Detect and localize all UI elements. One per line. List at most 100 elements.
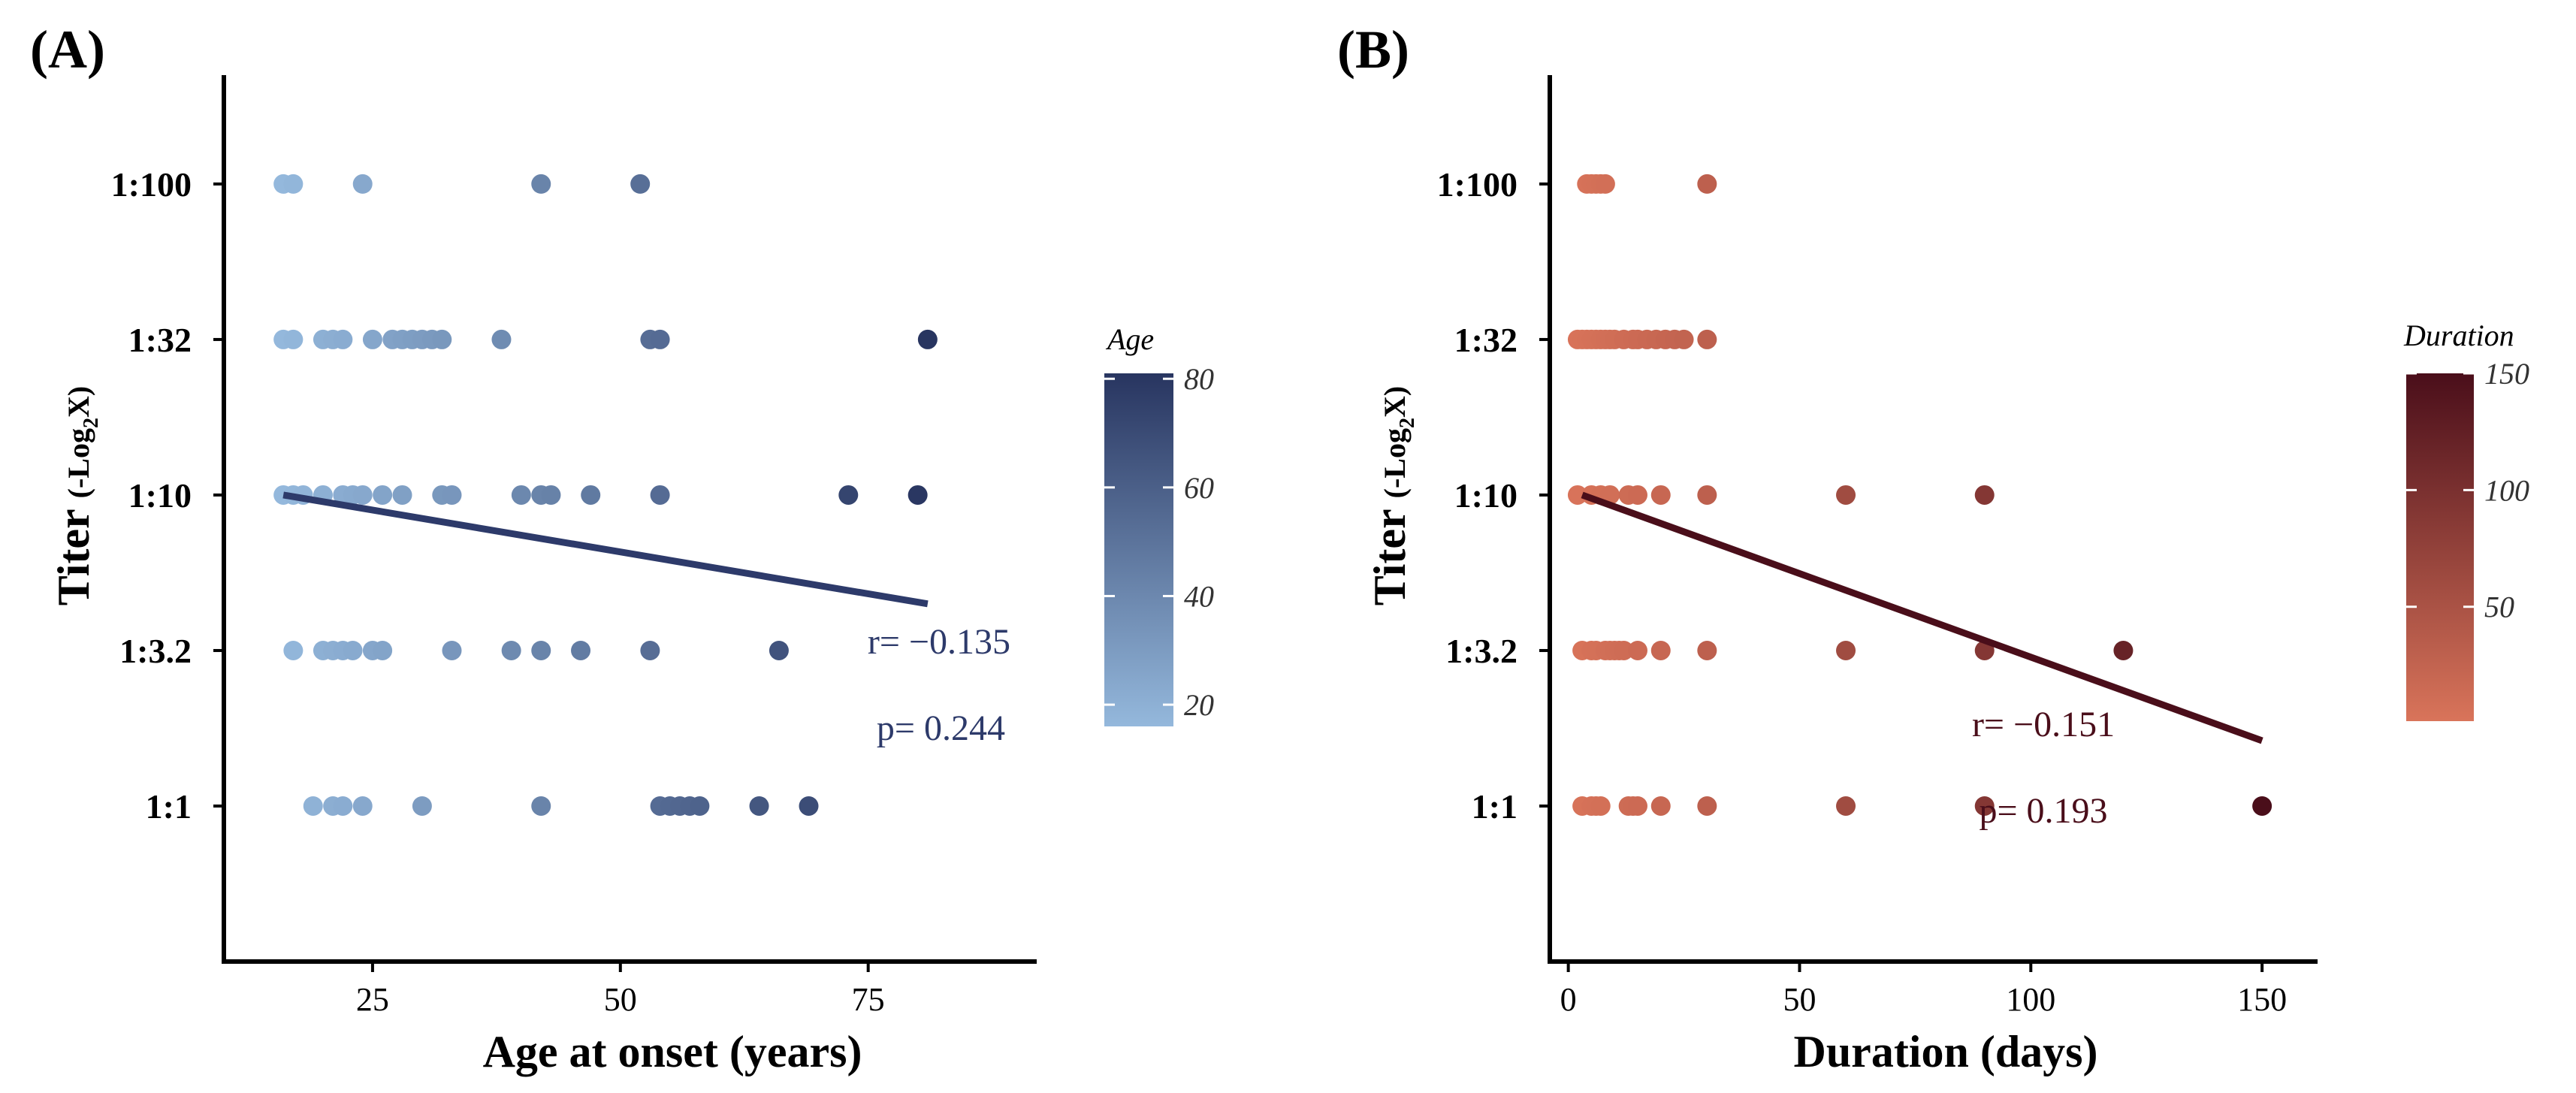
panel-a-point (283, 174, 304, 194)
panel-a-point (541, 485, 561, 505)
panel-b-point (1650, 485, 1671, 505)
panel-a-y-title-end: X) (62, 386, 95, 418)
panel-a-y-title-main: Titer (49, 509, 98, 605)
panel-b-x-tick-label: 50 (1783, 981, 1816, 1018)
panel-a-x-axis-title: Age at onset (years) (483, 1027, 862, 1076)
panel-a-y-tick-label: 1:32 (128, 321, 192, 359)
panel-a-point (352, 174, 373, 194)
panel-a-point (352, 485, 373, 505)
panel-a-point (362, 329, 382, 349)
panel-a-point (442, 485, 462, 505)
panel-a-point (343, 640, 363, 660)
panel-a-point (640, 640, 660, 660)
panel-a-point (412, 796, 432, 816)
panel-a-points (273, 174, 938, 816)
panel-a-point (283, 329, 304, 349)
panel-b-point (1697, 174, 1717, 194)
panel-a-point (690, 796, 710, 816)
panel-b-point (1836, 796, 1856, 816)
panel-a-point (501, 640, 521, 660)
panel-a-point (373, 485, 393, 505)
panel-b-point (1567, 485, 1587, 505)
panel-a-point (581, 485, 601, 505)
panel-b-point (1697, 640, 1717, 660)
panel-b-x-ticks: 0 50 100 150 (1560, 962, 2287, 1018)
panel-b-point (1974, 485, 1995, 505)
panel-b-point (1650, 796, 1671, 816)
svg-text:Titer(-Log2X): Titer (-Log2X) (49, 386, 103, 605)
panel-a-y-tick-label: 1:100 (111, 165, 192, 204)
panel-a-point (769, 640, 789, 660)
panel-a-point (373, 640, 393, 660)
panel-b-point (1697, 485, 1717, 505)
panel-a-point (531, 796, 551, 816)
panel-b-colorbar-tick-label: 150 (2484, 357, 2529, 391)
panel-b-y-title-sub: 2 (1396, 418, 1419, 428)
panel-a-point (432, 329, 452, 349)
panel-b-point (1697, 796, 1717, 816)
panel-b-y-tick-label: 1:1 (1472, 787, 1518, 826)
panel-b-fit-line (1581, 491, 2263, 744)
panel-b-point (2113, 640, 2134, 660)
panel-b-point (1614, 640, 1634, 660)
panel-a-point (907, 485, 928, 505)
panel-b-p-value: p= 0.193 (1979, 791, 2107, 831)
panel-a-point (392, 485, 412, 505)
panel-b-colorbar-tick-label: 50 (2484, 590, 2514, 624)
panel-b-r-value: r= −0.151 (1972, 705, 2115, 744)
panel-b-y-title-unit: (-Log (1378, 428, 1412, 498)
panel-b-x-tick-label: 150 (2237, 981, 2287, 1018)
panel-b-point (1697, 329, 1717, 349)
panel-a-x-ticks: 25 50 75 (356, 962, 885, 1018)
panel-a-point (650, 329, 670, 349)
panel-b-x-axis-title: Duration (days) (1793, 1027, 2097, 1076)
panel-a-colorbar-tick-label: 60 (1184, 471, 1214, 505)
panel-b-y-tick-label: 1:3.2 (1445, 632, 1518, 670)
panel-a-colorbar-title: Age (1105, 322, 1154, 356)
panel-b-point (1627, 640, 1647, 660)
panel-a-colorbar-ticks: 20 40 60 80 (1104, 362, 1214, 722)
panel-b-colorbar (2406, 373, 2474, 721)
panel-a-x-tick-label: 25 (356, 981, 389, 1018)
panel-a-fit-line (282, 491, 929, 608)
panel-b-points (1567, 174, 2272, 816)
panel-a-x-tick-label: 75 (852, 981, 885, 1018)
panel-a-point (283, 640, 304, 660)
panel-a-x-tick-label: 50 (604, 981, 637, 1018)
panel-a-point (333, 796, 353, 816)
panel-b-y-tick-label: 1:32 (1454, 321, 1518, 359)
panel-b-y-axis-title: Titer (-Log2X) (1365, 386, 1419, 605)
panel-b-point (1836, 485, 1856, 505)
panel-a-colorbar-tick-label: 40 (1184, 579, 1214, 613)
panel-b-y-title-end: X) (1378, 386, 1412, 418)
panel-b-label: (B) (1337, 20, 1409, 80)
panel-b-point (1836, 640, 1856, 660)
panel-a-colorbar-tick-label: 80 (1184, 362, 1214, 396)
panel-a-y-tick-label: 1:1 (146, 787, 192, 826)
panel-b-point (1627, 796, 1647, 816)
panel-a-point (531, 640, 551, 660)
panel-a-p-value: p= 0.244 (877, 708, 1005, 748)
panel-b-point (1650, 640, 1671, 660)
panel-a-point (799, 796, 819, 816)
panel-a-y-title-unit: (-Log (62, 428, 95, 498)
panel-a-y-tick-label: 1:3.2 (119, 632, 192, 670)
panel-a-y-tick-label: 1:10 (128, 476, 192, 515)
panel-a-point (442, 640, 462, 660)
panel-a-point (303, 796, 323, 816)
panel-b-point (1595, 174, 1615, 194)
panel-a-point (491, 329, 512, 349)
panel-b-colorbar-ticks: 50 100 150 (2406, 357, 2529, 624)
panel-a-point (749, 796, 769, 816)
svg-text:Titer(-Log2X): Titer (-Log2X) (1365, 386, 1419, 605)
panel-a-point (352, 796, 373, 816)
panel-b-x-tick-label: 100 (2006, 981, 2055, 1018)
panel-b-y-title-main: Titer (1365, 509, 1415, 605)
panel-b-x-tick-label: 0 (1560, 981, 1577, 1018)
panel-a-point (630, 174, 651, 194)
panel-b: (B) 1:1 1:3.2 1:10 1:32 1:100 0 50 100 150 Dura… (1337, 20, 2529, 1076)
panel-a-point (650, 485, 670, 505)
panel-b-colorbar-tick-label: 100 (2484, 473, 2529, 507)
panel-a-r-value: r= −0.135 (868, 622, 1010, 662)
